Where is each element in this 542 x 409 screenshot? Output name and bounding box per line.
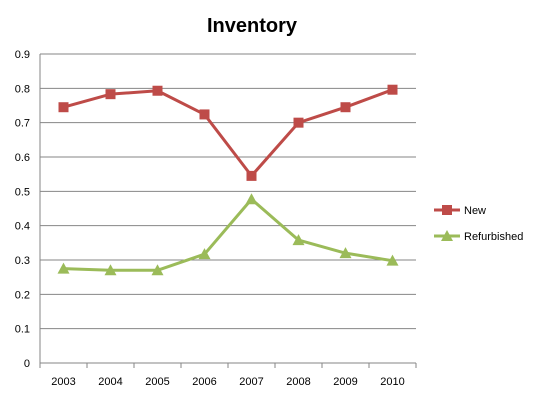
y-tick-label: 0.8 xyxy=(15,83,30,95)
data-point xyxy=(387,84,398,95)
y-tick-label: 0 xyxy=(24,358,30,370)
legend-item: Refurbished xyxy=(434,230,523,243)
y-tick-label: 0.9 xyxy=(15,49,30,61)
data-point xyxy=(152,85,163,96)
x-tick-label: 2010 xyxy=(380,376,404,388)
series-line xyxy=(63,88,394,178)
legend-label: Refurbished xyxy=(464,231,523,243)
series-line xyxy=(63,197,393,272)
x-tick-label: 2004 xyxy=(98,376,122,388)
data-point xyxy=(386,254,399,266)
legend: New Refurbished xyxy=(434,205,523,243)
data-point xyxy=(104,264,117,276)
series-lines xyxy=(57,84,399,276)
data-point xyxy=(57,262,70,274)
series-refurbished xyxy=(57,193,399,276)
x-tick-label: 2008 xyxy=(286,376,310,388)
axes xyxy=(39,54,417,368)
gridlines xyxy=(40,53,416,330)
data-point xyxy=(292,234,305,246)
y-tick-label: 0.2 xyxy=(15,289,30,301)
data-point xyxy=(293,117,304,128)
series-new xyxy=(58,84,398,181)
data-point xyxy=(58,102,69,113)
chart-title: Inventory xyxy=(207,15,298,37)
data-point xyxy=(151,264,164,276)
y-tick-label: 0.5 xyxy=(15,186,30,198)
x-tick-label: 2003 xyxy=(51,376,75,388)
y-tick-label: 0.7 xyxy=(15,118,30,130)
y-tick-label: 0.4 xyxy=(15,221,30,233)
data-point xyxy=(340,102,351,113)
y-tick-label: 0.6 xyxy=(15,152,30,164)
data-point xyxy=(246,170,257,181)
data-point xyxy=(339,247,352,259)
legend-item: New xyxy=(434,205,486,217)
data-point xyxy=(105,89,116,100)
y-tick-label: 0.3 xyxy=(15,255,30,267)
y-axis-tick-labels: 0 0.1 0.2 0.3 0.4 0.5 0.6 0.7 0.8 0.9 xyxy=(15,49,30,370)
x-axis-tick-labels: 2003 2004 2005 2006 2007 2008 2009 2010 xyxy=(51,376,404,388)
x-tick-label: 2006 xyxy=(192,376,216,388)
legend-marker xyxy=(442,205,452,215)
legend-label: New xyxy=(464,205,486,217)
legend-marker xyxy=(441,230,453,241)
data-point xyxy=(199,109,210,120)
data-point xyxy=(245,193,258,205)
x-tick-label: 2009 xyxy=(333,376,357,388)
x-tick-label: 2005 xyxy=(145,376,169,388)
data-point xyxy=(198,248,211,260)
x-tick-label: 2007 xyxy=(239,376,263,388)
y-tick-label: 0.1 xyxy=(15,324,30,336)
